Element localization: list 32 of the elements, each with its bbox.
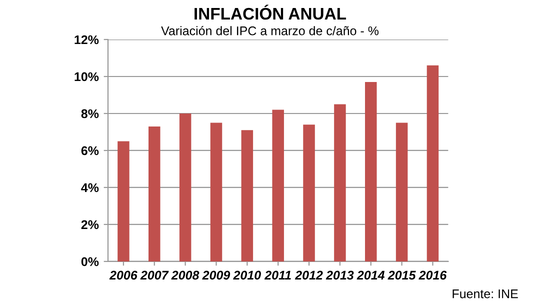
bar [272,110,284,262]
x-tick-label: 2009 [202,270,230,280]
x-tick-label: 2016 [418,270,447,280]
x-tick-label: 2012 [294,270,323,280]
chart-title: INFLACIÓN ANUAL [194,4,346,20]
x-tick-label: 2007 [140,270,169,280]
x-tick-label: 2010 [233,270,261,280]
y-tick-label: 10% [74,72,99,82]
bar [148,126,160,262]
y-tick-label: 12% [74,35,99,44]
source-note: Fuente: INE [452,290,518,298]
x-tick-label: 2008 [171,270,200,280]
chart-subtitle: Variación del IPC a marzo de c/año - % [161,26,379,36]
bar [179,113,192,262]
bar [210,122,222,262]
y-tick-label: 4% [81,183,99,192]
bar [118,141,130,262]
y-tick-label: 8% [81,109,99,118]
x-tick-label: 2014 [356,270,385,280]
y-tick-label: 2% [81,220,99,230]
bar [303,124,315,262]
x-tick-label: 2013 [326,270,354,280]
y-tick-label: 6% [81,146,99,156]
bar [241,130,254,262]
x-tick-label: 2015 [388,270,416,280]
x-tick-label: 2006 [109,270,138,280]
bar [365,82,377,262]
bar [426,65,439,262]
x-tick-label: 2011 [264,270,291,280]
bar [334,104,346,262]
y-tick-label: 0% [81,257,99,266]
bar [396,122,408,262]
